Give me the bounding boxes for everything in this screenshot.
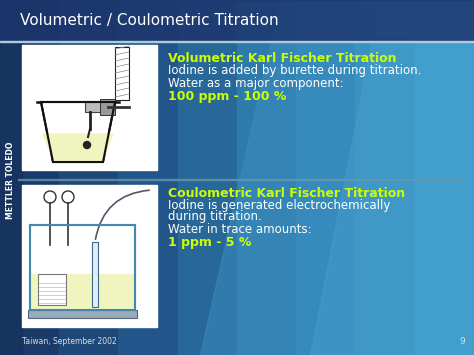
Text: Taiwan, September 2002: Taiwan, September 2002	[22, 337, 117, 345]
Bar	[31, 274, 134, 309]
Text: Water as a major component:: Water as a major component:	[168, 77, 344, 90]
Text: Iodine is generated electrochemically: Iodine is generated electrochemically	[168, 199, 391, 212]
Bar	[59, 0, 119, 355]
Text: Iodine is added by burette during titration.: Iodine is added by burette during titrat…	[168, 64, 421, 77]
Bar	[30, 225, 135, 310]
Bar	[38, 274, 66, 305]
Bar	[356, 0, 416, 355]
Bar	[118, 0, 179, 355]
Text: Volumetric Karl Fischer Titration: Volumetric Karl Fischer Titration	[168, 52, 396, 65]
Bar	[28, 310, 137, 318]
Text: 100 ppm - 100 %: 100 ppm - 100 %	[168, 90, 286, 103]
Polygon shape	[310, 0, 474, 355]
Bar	[415, 0, 474, 355]
Bar	[18, 179, 463, 180]
Bar	[115, 47, 129, 100]
Bar	[0, 42, 22, 355]
Circle shape	[62, 191, 74, 203]
Bar	[22, 45, 157, 170]
Text: during titration.: during titration.	[168, 210, 262, 223]
Polygon shape	[41, 102, 115, 162]
Bar	[92, 242, 98, 307]
Circle shape	[44, 191, 56, 203]
Text: Volumetric / Coulometric Titration: Volumetric / Coulometric Titration	[20, 13, 279, 28]
Circle shape	[83, 142, 91, 148]
Polygon shape	[200, 0, 474, 355]
Bar	[237, 0, 297, 355]
Bar	[100, 99, 115, 115]
Bar	[85, 102, 115, 112]
Bar	[30, 225, 135, 310]
Text: METTLER TOLEDO: METTLER TOLEDO	[7, 141, 16, 219]
Text: 1 ppm - 5 %: 1 ppm - 5 %	[168, 236, 251, 249]
Bar	[296, 0, 356, 355]
Bar	[0, 40, 474, 42]
Bar	[0, 0, 474, 40]
Bar	[22, 185, 157, 327]
Bar	[0, 0, 60, 355]
Text: Water in trace amounts:: Water in trace amounts:	[168, 223, 311, 236]
Bar	[0, 0, 474, 40]
Bar	[178, 0, 238, 355]
Text: 9: 9	[459, 337, 465, 345]
Text: Coulometric Karl Fischer Titration: Coulometric Karl Fischer Titration	[168, 187, 405, 200]
Polygon shape	[43, 134, 113, 161]
